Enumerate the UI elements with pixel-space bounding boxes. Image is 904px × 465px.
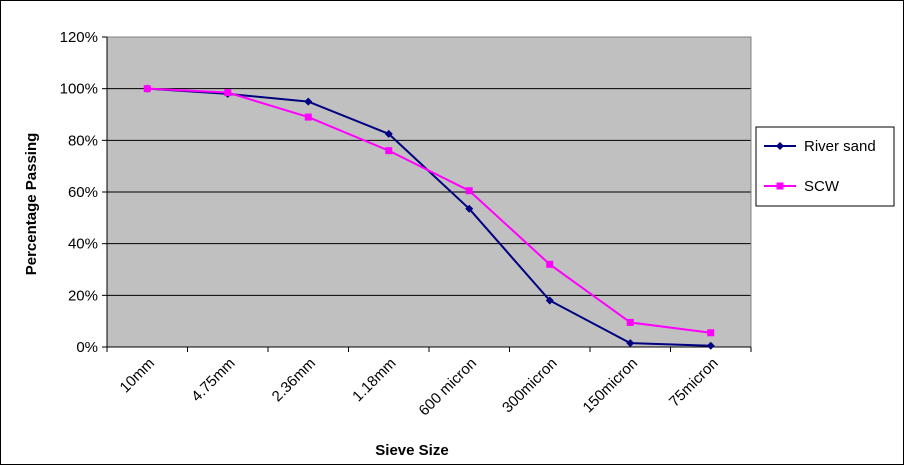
x-tick-label: 2.36mm	[269, 355, 319, 405]
data-point	[465, 187, 473, 195]
x-tick-label: 300micron	[499, 355, 561, 417]
y-axis-title: Percentage Passing	[23, 133, 40, 276]
data-point	[546, 260, 554, 268]
legend-label: SCW	[804, 178, 840, 195]
y-tick-label: 100%	[60, 81, 98, 98]
series-scw	[143, 85, 715, 337]
x-tick-label: 600 micron	[416, 355, 480, 419]
series-line	[147, 87, 711, 334]
y-tick-label: 0%	[76, 339, 98, 356]
data-point	[626, 318, 634, 326]
series-group	[143, 84, 715, 350]
x-tick-label: 1.18mm	[349, 355, 399, 405]
legend-label: River sand	[804, 138, 876, 155]
legend-marker	[776, 182, 784, 190]
y-tick-label: 60%	[68, 184, 98, 201]
x-tick-label: 4.75mm	[188, 355, 238, 405]
x-tick-label: 10mm	[117, 355, 158, 396]
data-point	[707, 329, 715, 337]
data-point	[706, 341, 715, 350]
x-tick-label: 75micron	[666, 355, 722, 411]
data-point	[304, 113, 312, 121]
x-tick-label: 150micron	[580, 355, 642, 417]
y-tick-label: 40%	[68, 236, 98, 253]
data-point	[224, 89, 232, 97]
data-point	[626, 339, 635, 348]
y-tick-label: 80%	[68, 132, 98, 149]
y-tick-label: 20%	[68, 287, 98, 304]
legend: River sand SCW	[755, 126, 895, 207]
legend-box	[755, 126, 895, 207]
x-axis-title: Sieve Size	[375, 442, 448, 459]
data-point	[143, 85, 151, 93]
legend-item: River sand	[764, 138, 876, 155]
x-tick-labels: 10mm 4.75mm 2.36mm 1.18mm 600 micron 300micro…	[106, 347, 752, 419]
legend-item: SCW	[764, 178, 840, 195]
y-tick-labels: 0% 20% 40% 60% 80% 100% 120%	[60, 29, 107, 356]
y-tick-label: 120%	[60, 29, 98, 46]
legend-marker	[776, 142, 784, 150]
data-point	[304, 97, 313, 106]
data-point	[384, 129, 393, 138]
data-point	[545, 296, 554, 305]
data-point	[465, 204, 474, 213]
data-point	[385, 147, 393, 155]
